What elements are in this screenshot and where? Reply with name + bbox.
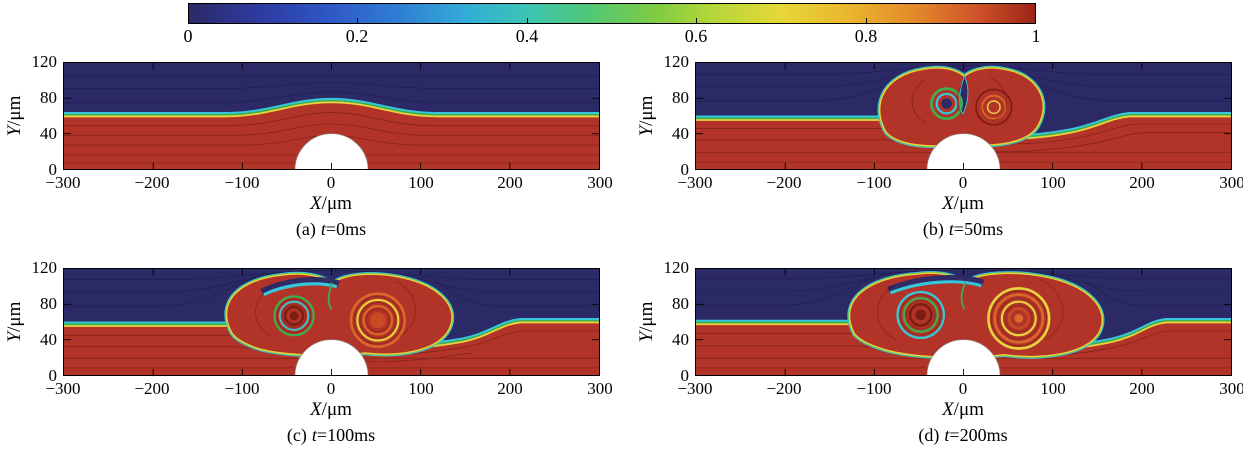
x-tick-label: 100	[408, 379, 434, 398]
y-tick-label: 120	[31, 258, 58, 277]
colorbar-tick-label: 0.2	[345, 26, 369, 46]
colorbar-tick-label: 0	[183, 26, 193, 46]
x-axis-label: X/μm	[942, 399, 984, 420]
x-tick-label: 200	[1129, 379, 1155, 398]
obstacle-bump	[926, 133, 1001, 169]
x-tick-label: −300	[677, 379, 713, 398]
colorbar	[188, 3, 1036, 24]
y-tick-label: 80	[672, 294, 689, 313]
y-tick-label: 80	[40, 88, 57, 107]
y-tick-label: 0	[680, 160, 690, 179]
x-tick-label: 100	[408, 173, 434, 192]
x-tick-label: −200	[766, 173, 802, 192]
y-tick-label: 0	[48, 160, 58, 179]
streamlines-upper	[64, 75, 599, 104]
plot-area-b	[695, 62, 1232, 170]
left-vortex	[273, 295, 315, 337]
colorbar-tick-label: 0.6	[684, 26, 708, 46]
vortex-streamlines	[911, 76, 1007, 124]
field-plot-a	[64, 63, 599, 169]
x-tick-label: −300	[677, 173, 713, 192]
interior-blue-band	[887, 274, 985, 294]
y-tick-label: 0	[680, 366, 690, 385]
obstacle-bump	[294, 133, 369, 169]
plume	[224, 271, 455, 358]
colorbar-tick-label: 0.4	[515, 26, 539, 46]
left-vortex	[896, 290, 945, 340]
x-tick-label: −100	[224, 173, 260, 192]
y-tick-label: 0	[48, 366, 58, 385]
x-tick-label: −100	[856, 173, 892, 192]
plot-area-d	[695, 268, 1232, 376]
x-tick-label: 0	[958, 379, 968, 398]
colorbar-tickmark	[1035, 18, 1036, 23]
x-tick-label: −300	[45, 379, 81, 398]
axis-ticks	[696, 269, 1231, 375]
x-tick-label: 300	[1219, 379, 1243, 398]
x-tick-label: −200	[766, 379, 802, 398]
x-tick-label: 300	[587, 379, 613, 398]
y-tick-label: 40	[672, 330, 689, 349]
caption-a: (a) t=0ms	[295, 219, 367, 239]
right-vortex	[987, 287, 1051, 350]
x-tick-label: 0	[326, 173, 336, 192]
caption-c: (c) t=100ms	[286, 425, 376, 445]
left-vortex	[930, 87, 964, 120]
right-vortex	[349, 292, 406, 349]
interface	[64, 97, 599, 118]
colorbar-tickmark	[357, 18, 358, 23]
x-tick-label: 300	[587, 173, 613, 192]
y-tick-label: 40	[40, 124, 57, 143]
y-tick-label: 40	[672, 124, 689, 143]
obstacle-bump	[926, 339, 1001, 375]
x-tick-label: 200	[497, 379, 523, 398]
y-tick-label: 120	[663, 52, 690, 71]
y-tick-label: 120	[31, 52, 58, 71]
x-axis-label: X/μm	[310, 193, 352, 214]
plot-area-a	[63, 62, 600, 170]
y-tick-label: 120	[663, 258, 690, 277]
axis-ticks	[64, 269, 599, 375]
y-tick-label: 80	[40, 294, 57, 313]
x-tick-label: −100	[224, 379, 260, 398]
colorbar-tickmark	[527, 18, 528, 23]
vortex-streamlines	[877, 279, 1064, 347]
colorbar-tickmark	[866, 18, 867, 23]
obstacle-bump	[294, 339, 369, 375]
x-axis-label: X/μm	[310, 399, 352, 420]
streamlines-upper	[696, 269, 1231, 306]
colorbar-tickmark	[696, 18, 697, 23]
x-tick-label: 100	[1040, 173, 1066, 192]
colorbar-tickmark	[188, 18, 189, 23]
plume	[847, 270, 1105, 360]
x-tick-label: 0	[958, 173, 968, 192]
plot-area-c	[63, 268, 600, 376]
vortex-streamlines	[255, 281, 416, 345]
colorbar-tick-label: 1	[1031, 26, 1041, 46]
field-plot-c	[64, 269, 599, 375]
field-plot-d	[696, 269, 1231, 375]
caption-b: (b) t=50ms	[922, 219, 1004, 239]
x-tick-label: 300	[1219, 173, 1243, 192]
x-tick-label: −200	[134, 173, 170, 192]
y-tick-label: 40	[40, 330, 57, 349]
x-tick-label: −100	[856, 379, 892, 398]
y-tick-label: 80	[672, 88, 689, 107]
x-tick-label: 100	[1040, 379, 1066, 398]
axis-ticks	[64, 63, 599, 169]
axis-ticks	[696, 63, 1231, 169]
caption-d: (d) t=200ms	[918, 425, 1008, 445]
x-tick-label: 0	[326, 379, 336, 398]
interior-blue-band	[260, 277, 340, 296]
field-plot-b	[696, 63, 1231, 169]
x-tick-label: 200	[1129, 173, 1155, 192]
x-tick-label: −300	[45, 173, 81, 192]
right-vortex	[975, 88, 1013, 126]
colorbar-tick-label: 0.8	[854, 26, 878, 46]
x-tick-label: −200	[134, 379, 170, 398]
x-axis-label: X/μm	[942, 193, 984, 214]
x-tick-label: 200	[497, 173, 523, 192]
